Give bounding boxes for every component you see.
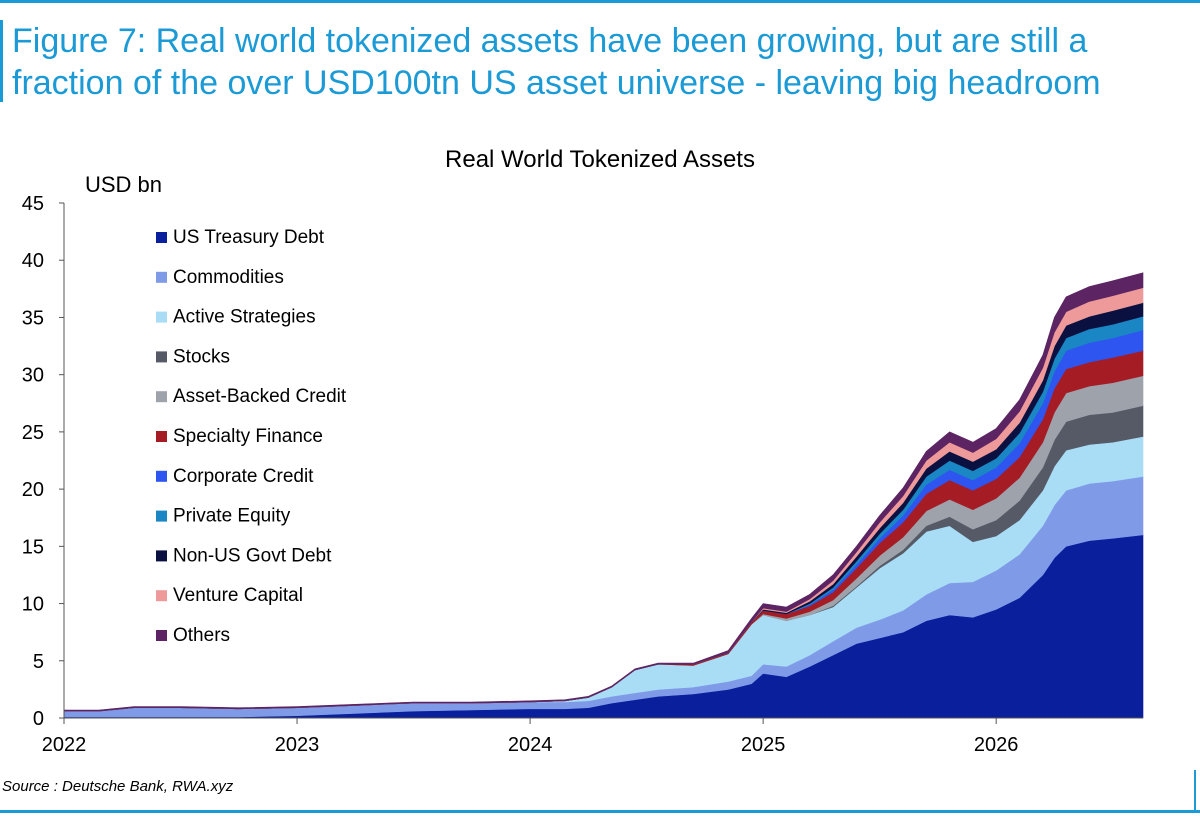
legend-swatch [156,550,167,562]
legend-item: Specialty Finance [156,426,323,447]
y-tick-label: 0 [33,708,44,730]
legend-item: Active Strategies [156,307,316,328]
legend-swatch [156,590,167,602]
y-tick-label: 25 [22,422,44,444]
y-tick-label: 35 [22,307,44,329]
chart-area: Real World Tokenized Assets USD bn 0 5 10 1… [0,125,1200,775]
legend-item: Commodities [156,267,284,288]
y-tick-label: 5 [33,651,44,673]
legend-label: Private Equity [173,506,291,527]
x-tick-label: 2023 [275,734,320,756]
legend-label: Commodities [173,267,284,288]
legend-item: Others [156,625,230,646]
figure-title: Figure 7: Real world tokenized assets ha… [12,22,1101,102]
legend-item: Venture Capital [156,585,303,606]
legend-label: US Treasury Debt [173,227,325,248]
title-accent-bar [0,20,3,102]
area-series-10 [63,272,1144,712]
legend-swatch [156,271,167,283]
legend-swatch [156,311,167,323]
legend-swatch [156,232,167,243]
legend-item: Corporate Credit [156,466,314,487]
legend-swatch [156,431,167,442]
legend-label: Corporate Credit [173,466,314,487]
frame-right-rule [1194,770,1196,812]
legend-label: Venture Capital [173,585,303,606]
legend-label: Non-US Govt Debt [173,545,332,566]
legend-label: Asset-Backed Credit [173,386,347,407]
legend-item: Stocks [156,346,230,367]
legend-label: Specialty Finance [173,426,323,447]
chart-title: Real World Tokenized Assets [445,146,755,173]
y-tick-label: 30 [22,365,44,387]
x-tick-label: 2024 [508,734,553,756]
legend-swatch [156,351,167,363]
legend-item: Asset-Backed Credit [156,386,347,407]
y-tick-label: 15 [22,536,44,558]
source-note: Source : Deutsche Bank, RWA.xyz [2,778,234,795]
series-areas [63,272,1144,719]
legend-item: Private Equity [156,506,291,527]
x-tick-label: 2022 [42,734,87,756]
x-tick-label: 2026 [974,734,1019,756]
x-tick-label: 2025 [741,734,786,756]
y-tick-label: 20 [22,479,44,501]
legend-swatch [156,391,167,403]
legend-label: Active Strategies [173,307,316,328]
top-rule [0,0,1200,3]
y-tick-label: 45 [22,193,44,215]
y-tick-label: 10 [22,594,44,616]
legend-swatch [156,470,167,482]
legend-item: US Treasury Debt [156,227,325,248]
legend-swatch [156,630,167,641]
legend: US Treasury Debt Commodities Active Strate… [156,227,347,646]
legend-swatch [156,510,167,522]
stacked-area-chart: Real World Tokenized Assets USD bn 0 5 10 1… [22,146,1144,756]
y-tick-label: 40 [22,250,44,272]
bottom-rule [0,810,1200,813]
legend-label: Stocks [173,346,230,367]
legend-item: Non-US Govt Debt [156,545,332,566]
y-axis-label: USD bn [85,172,162,197]
legend-label: Others [173,625,230,646]
